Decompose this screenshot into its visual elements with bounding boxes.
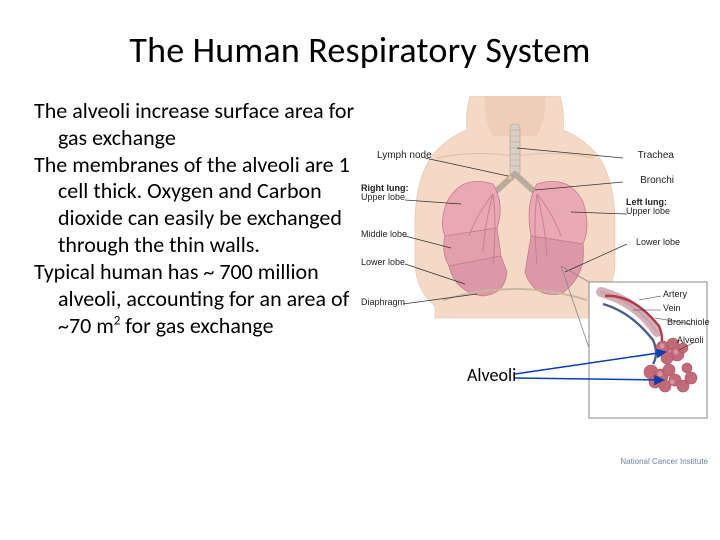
label-left-upper: Upper lobe bbox=[626, 206, 670, 216]
label-diaphragm: Diaphragm bbox=[361, 298, 405, 307]
label-lower-lobe: Lower lobe bbox=[361, 258, 405, 267]
label-lymph-node: Lymph node bbox=[377, 151, 432, 162]
slide-title: The Human Respiratory System bbox=[34, 28, 686, 72]
label-bronchi: Bronchi bbox=[640, 176, 674, 187]
label-right-upper: Upper lobe bbox=[361, 192, 405, 202]
label-left-lung: Left lung: Upper lobe bbox=[626, 198, 680, 217]
slide: The Human Respiratory System The alveoli… bbox=[0, 0, 720, 540]
label-right-lung: Right lung: Upper lobe bbox=[361, 184, 413, 203]
label-left-lower: Lower lobe bbox=[636, 238, 680, 247]
label-artery: Artery bbox=[663, 290, 687, 299]
label-middle-lobe: Middle lobe bbox=[361, 230, 407, 239]
trachea-shape bbox=[510, 124, 520, 176]
figure-column: Lymph node Trachea Bronchi Right lung: U… bbox=[365, 96, 710, 496]
paragraph-2: The membranes of the alveoli are 1 cell … bbox=[34, 152, 379, 259]
label-trachea: Trachea bbox=[638, 151, 674, 162]
paragraph-3: Typical human has ~ 700 million alveoli,… bbox=[34, 259, 379, 339]
label-vein: Vein bbox=[663, 304, 681, 313]
label-bronchiole: Bronchiole bbox=[667, 318, 711, 327]
paragraph-1: The alveoli increase surface area for ga… bbox=[34, 98, 379, 152]
image-credit: National Cancer Institute bbox=[620, 457, 708, 466]
para3-post: for gas exchange bbox=[120, 312, 273, 339]
text-column: The alveoli increase surface area for ga… bbox=[34, 98, 379, 339]
label-alveoli: Alveoli bbox=[677, 336, 704, 345]
alveoli-caption: Alveoli bbox=[467, 364, 516, 386]
